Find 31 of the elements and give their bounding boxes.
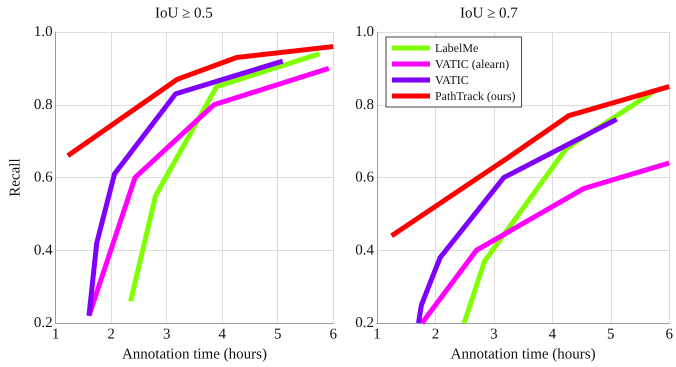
x-tick-label: 5 xyxy=(274,326,282,343)
x-tick-label: 1 xyxy=(52,326,60,343)
legend-label: VATIC xyxy=(435,73,469,87)
x-tick-label: 1 xyxy=(373,326,381,343)
chart-title: IoU ≥ 0.5 xyxy=(155,6,213,22)
y-tick-label: 0.4 xyxy=(355,242,374,258)
legend-label: LabelMe xyxy=(435,41,478,55)
x-tick-label: 4 xyxy=(548,326,557,343)
y-tick-label: 0.4 xyxy=(34,242,54,258)
y-tick-label: 0.2 xyxy=(34,315,53,332)
y-tick-label: 0.8 xyxy=(34,96,53,113)
y-tick-label: 0.2 xyxy=(355,315,374,332)
x-tick-label: 4 xyxy=(218,326,226,343)
x-tick-label: 5 xyxy=(607,326,615,343)
y-tick-label: 0.6 xyxy=(34,170,54,186)
x-tick-label: 3 xyxy=(162,326,170,343)
legend-label: PathTrack (ours) xyxy=(435,89,516,103)
y-tick-label: 1.0 xyxy=(355,24,374,40)
legend-label: VATIC (alearn) xyxy=(435,57,510,71)
x-tick-label: 2 xyxy=(432,326,440,343)
x-axis-title: Annotation time (hours) xyxy=(450,346,596,362)
x-tick-label: 6 xyxy=(666,326,674,343)
x-tick-label: 3 xyxy=(490,326,498,343)
y-tick-label: 0.8 xyxy=(355,96,374,113)
y-tick-label: 0.6 xyxy=(355,170,374,186)
y-tick-label: 1.0 xyxy=(34,24,53,40)
y-axis-title: Recall xyxy=(8,158,24,197)
x-tick-label: 2 xyxy=(107,326,115,343)
chart-title: IoU ≥ 0.7 xyxy=(460,6,518,22)
x-tick-label: 6 xyxy=(330,326,338,343)
x-axis-title: Annotation time (hours) xyxy=(122,346,267,362)
